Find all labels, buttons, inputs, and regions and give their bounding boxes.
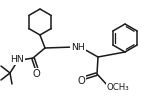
Text: O: O: [77, 76, 85, 86]
Text: HN: HN: [10, 56, 24, 64]
Text: O: O: [32, 69, 40, 79]
Text: OCH₃: OCH₃: [107, 84, 129, 93]
Text: NH: NH: [71, 43, 85, 52]
